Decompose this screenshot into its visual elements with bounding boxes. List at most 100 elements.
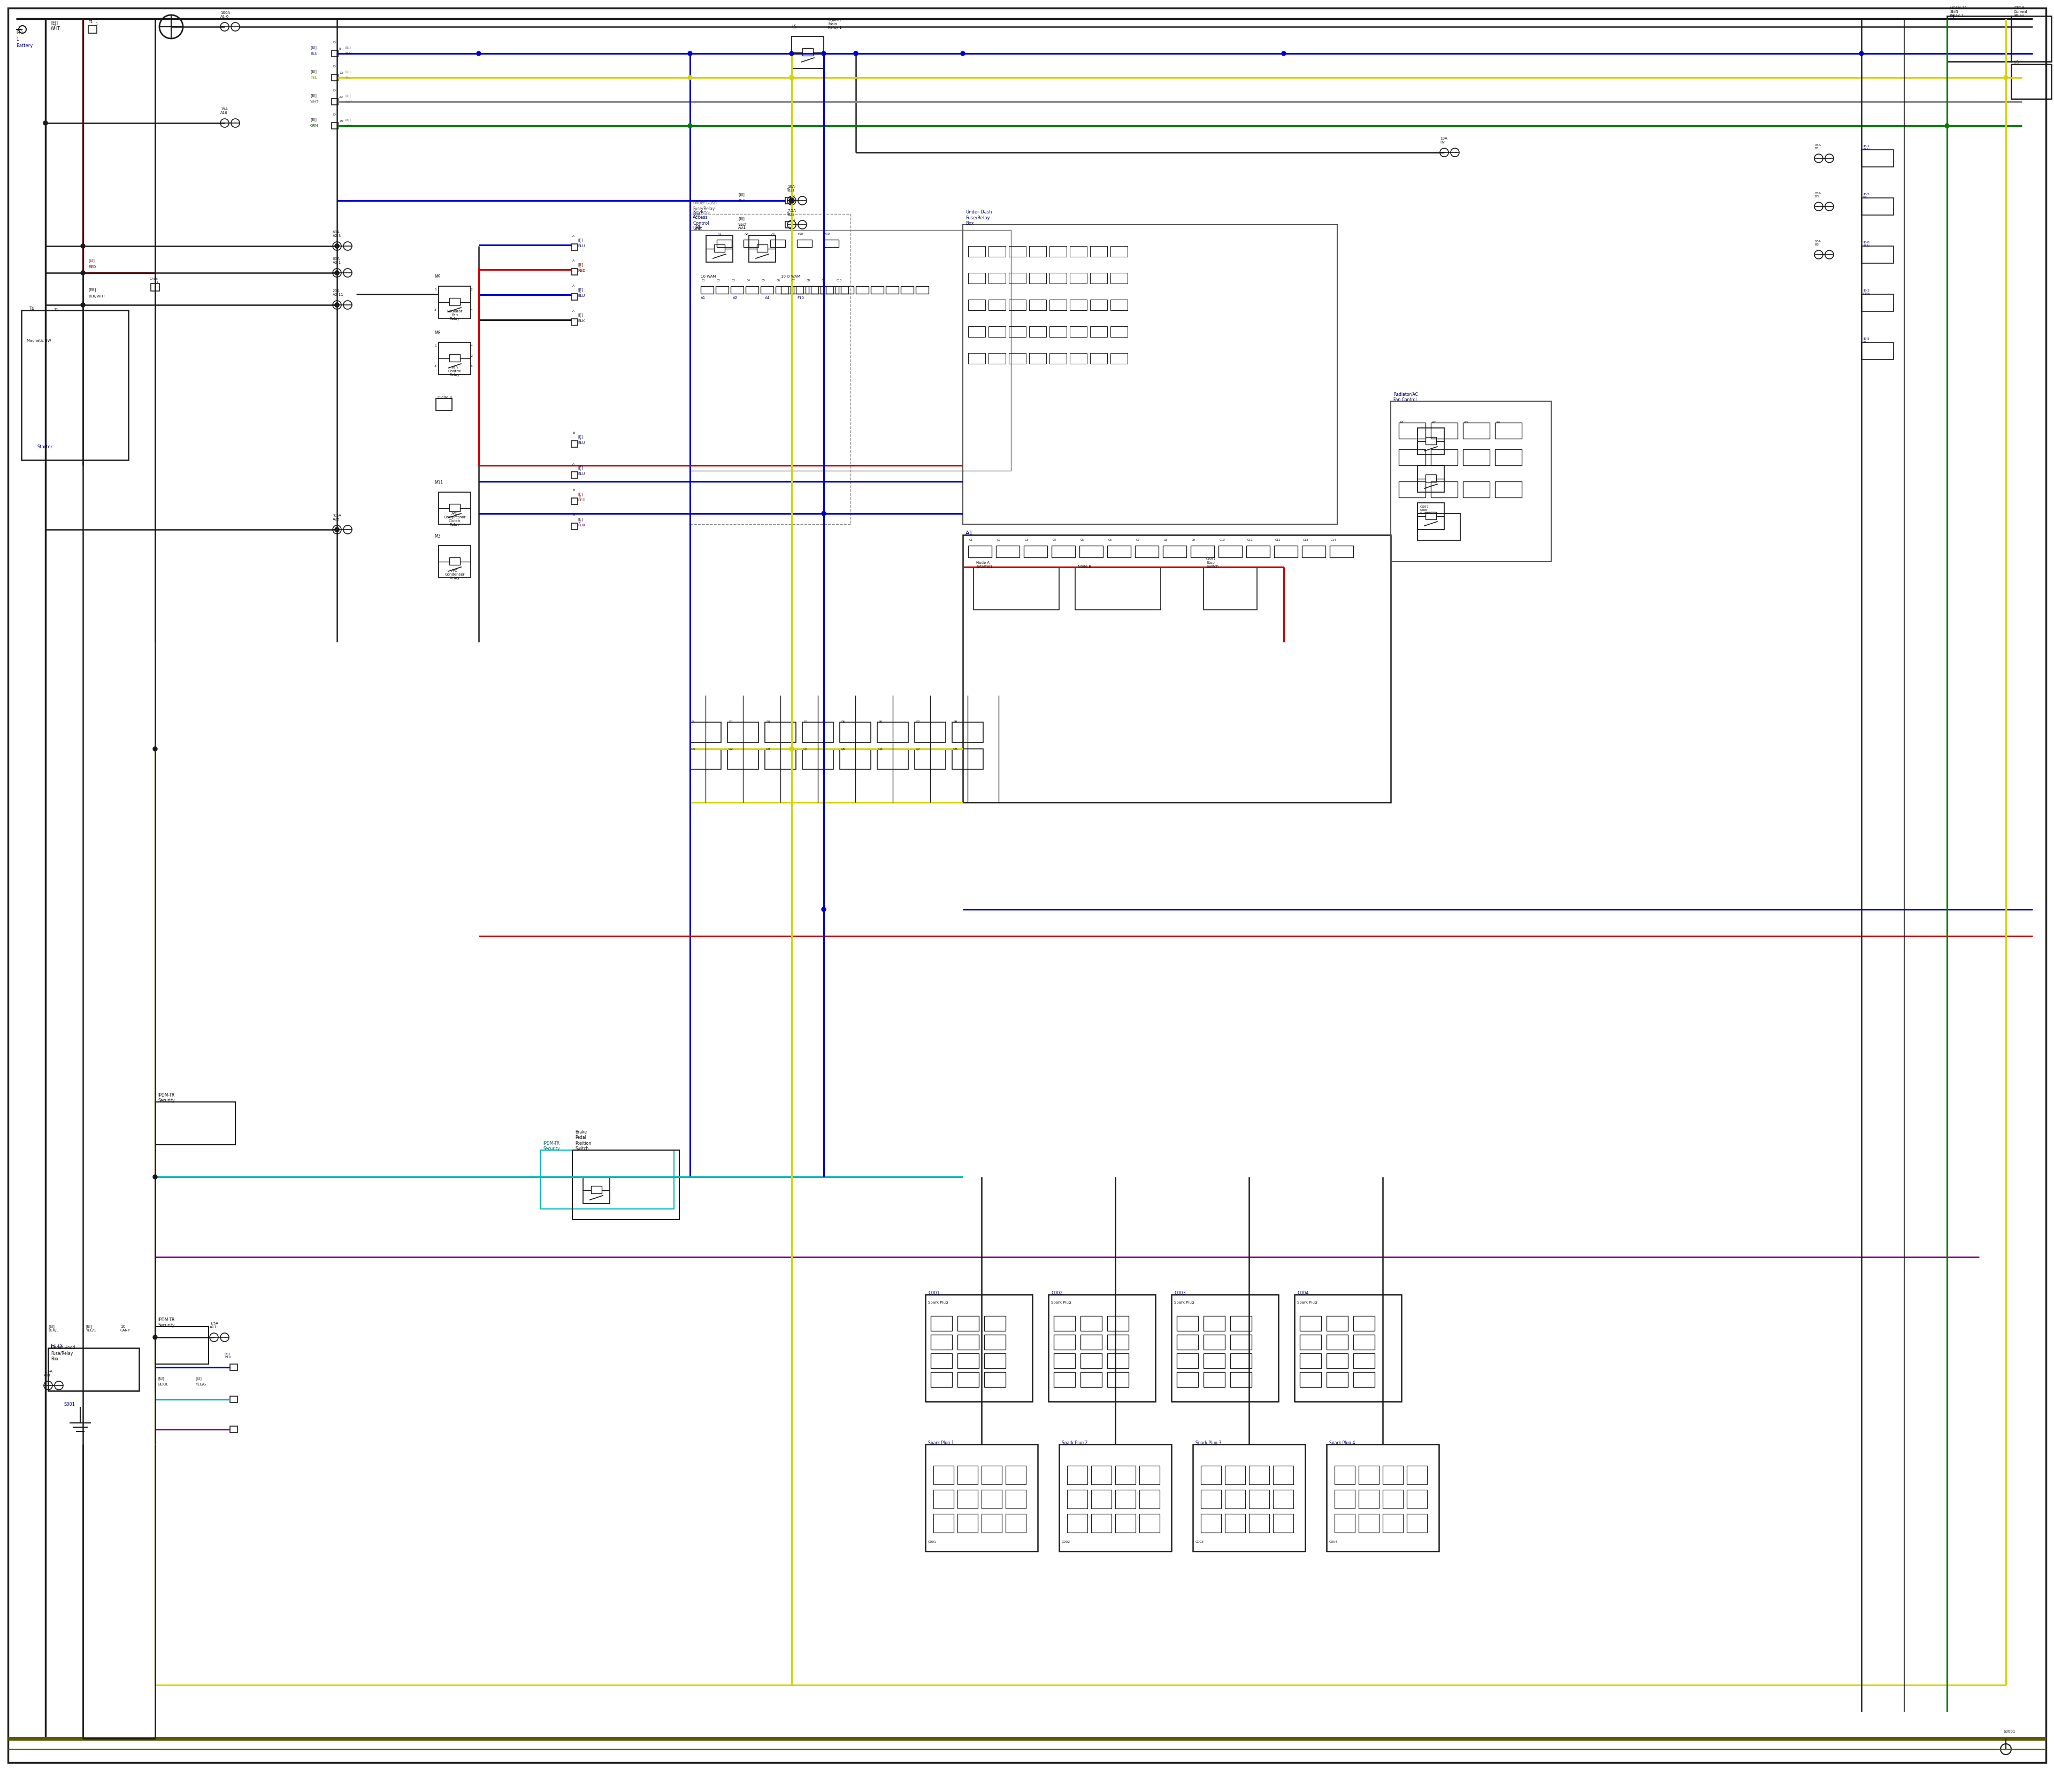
- Text: C13: C13: [1302, 539, 1308, 541]
- Bar: [1425, 437, 1436, 444]
- Bar: [573, 1150, 680, 1220]
- Text: C002: C002: [1052, 1290, 1062, 1296]
- Bar: [957, 1353, 980, 1369]
- Text: F10: F10: [826, 233, 830, 235]
- Bar: [1861, 197, 1894, 215]
- Bar: [967, 246, 986, 256]
- Bar: [785, 222, 791, 228]
- Bar: [1140, 1489, 1161, 1509]
- Bar: [715, 287, 729, 294]
- Bar: [1417, 466, 1444, 493]
- Bar: [877, 749, 908, 769]
- Circle shape: [80, 303, 84, 306]
- Text: ETC-5
Current
Relay: ETC-5 Current Relay: [2013, 7, 2027, 18]
- Bar: [1091, 1514, 1111, 1532]
- Text: 2: 2: [793, 195, 795, 197]
- Bar: [1080, 1353, 1101, 1369]
- Bar: [785, 197, 791, 204]
- Text: A2: A2: [1432, 421, 1436, 423]
- Bar: [930, 1315, 953, 1331]
- Bar: [1399, 423, 1425, 439]
- Text: [EJ]: [EJ]: [737, 194, 744, 197]
- Circle shape: [335, 244, 339, 249]
- Text: C405: C405: [150, 278, 158, 280]
- Text: 20: 20: [339, 95, 343, 99]
- Bar: [1029, 353, 1045, 364]
- Bar: [700, 287, 713, 294]
- Text: Spark Plug: Spark Plug: [1175, 1301, 1193, 1305]
- Bar: [1054, 1353, 1074, 1369]
- Bar: [1091, 246, 1107, 256]
- Bar: [988, 299, 1006, 310]
- Circle shape: [688, 124, 692, 127]
- Bar: [571, 441, 577, 448]
- Bar: [690, 722, 721, 742]
- Text: WHT: WHT: [51, 27, 60, 30]
- Text: 1: 1: [793, 219, 795, 222]
- Text: 1C
CANY: 1C CANY: [121, 1324, 131, 1331]
- Bar: [1050, 272, 1066, 283]
- Bar: [1111, 353, 1128, 364]
- Bar: [1202, 1466, 1222, 1484]
- Text: Q3: Q3: [766, 747, 770, 751]
- Circle shape: [152, 1176, 158, 1179]
- Text: C004: C004: [1298, 1290, 1308, 1296]
- Text: [EJ]: [EJ]: [195, 1376, 201, 1380]
- Text: C12: C12: [1276, 539, 1282, 541]
- Text: BLU: BLU: [577, 473, 585, 475]
- Bar: [2011, 16, 2052, 61]
- Text: C004: C004: [1329, 1541, 1337, 1543]
- Text: C7: C7: [791, 280, 795, 281]
- Bar: [331, 99, 339, 106]
- Text: IE-5
YEL: IE-5 YEL: [1863, 194, 1869, 199]
- Bar: [840, 722, 871, 742]
- Bar: [1462, 423, 1489, 439]
- Circle shape: [2005, 75, 2009, 79]
- Bar: [1273, 545, 1298, 557]
- Text: A/C
Condenser
Relay: A/C Condenser Relay: [444, 570, 464, 581]
- Bar: [1080, 1373, 1101, 1387]
- Text: 8: 8: [339, 48, 341, 50]
- Bar: [984, 1335, 1006, 1349]
- Bar: [1177, 1353, 1197, 1369]
- Text: A: A: [573, 310, 575, 312]
- Bar: [1247, 545, 1269, 557]
- Bar: [1177, 1373, 1197, 1387]
- Bar: [1115, 1466, 1136, 1484]
- Bar: [1432, 482, 1458, 498]
- Text: Fan
Control
Relay: Fan Control Relay: [448, 366, 462, 376]
- Bar: [707, 235, 733, 262]
- Bar: [877, 722, 908, 742]
- Bar: [1068, 1489, 1087, 1509]
- Text: 15A
A16: 15A A16: [220, 108, 228, 115]
- Bar: [1407, 1466, 1428, 1484]
- Bar: [1354, 1315, 1374, 1331]
- Text: A3: A3: [1465, 421, 1469, 423]
- Text: P2: P2: [729, 720, 733, 724]
- Text: GRN: GRN: [345, 125, 353, 127]
- Bar: [824, 240, 838, 247]
- Bar: [1224, 1514, 1245, 1532]
- Bar: [1425, 475, 1436, 482]
- Bar: [1204, 1373, 1224, 1387]
- Bar: [803, 722, 834, 742]
- Bar: [764, 749, 797, 769]
- Bar: [1495, 450, 1522, 466]
- Bar: [331, 50, 339, 57]
- Text: [EJ]: [EJ]: [310, 70, 316, 73]
- Bar: [450, 355, 460, 362]
- Text: 10A
B5: 10A B5: [1814, 240, 1820, 246]
- Bar: [1115, 1489, 1136, 1509]
- Text: Node A
(Starter): Node A (Starter): [976, 561, 992, 568]
- Bar: [836, 287, 848, 294]
- Text: C11: C11: [1247, 539, 1253, 541]
- Text: BLU: BLU: [737, 199, 746, 202]
- Text: Q5: Q5: [840, 747, 846, 751]
- Bar: [592, 1186, 602, 1193]
- Text: BLK/L: BLK/L: [158, 1383, 168, 1385]
- Bar: [974, 566, 1060, 609]
- Bar: [988, 353, 1006, 364]
- Text: IE-3
GRN: IE-3 GRN: [1863, 290, 1871, 296]
- Bar: [930, 1373, 953, 1387]
- Bar: [1107, 1353, 1128, 1369]
